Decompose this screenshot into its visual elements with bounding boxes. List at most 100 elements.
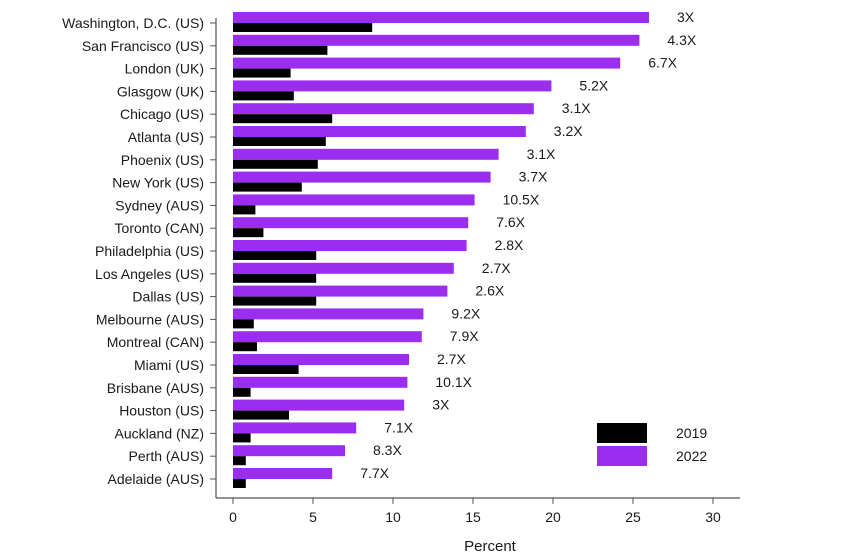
bar-2022 [233, 331, 422, 343]
bar-2019 [233, 479, 246, 488]
category-label: Glasgow (UK) [117, 83, 204, 99]
ratio-label: 2.7X [437, 351, 466, 367]
category-label: San Francisco (US) [82, 38, 204, 54]
x-axis-title: Percent [464, 538, 517, 555]
x-tick-label: 10 [385, 509, 401, 525]
bar-2019 [233, 23, 373, 32]
ratio-label: 3.1X [527, 146, 556, 162]
ratio-label: 7.9X [450, 328, 479, 344]
bar-2022 [233, 445, 345, 457]
ratio-label: 6.7X [648, 55, 677, 71]
ratio-label: 7.6X [496, 214, 525, 230]
bar-2022 [233, 285, 448, 297]
bar-2019 [233, 433, 251, 443]
category-label: Dallas (US) [132, 289, 204, 305]
x-tick-label: 25 [625, 509, 641, 525]
category-label: Brisbane (AUS) [107, 380, 204, 396]
bar-2019 [233, 319, 254, 329]
bars-group [233, 12, 649, 488]
category-label: Auckland (NZ) [115, 425, 204, 441]
ratio-label: 3X [432, 397, 450, 413]
bar-2019 [233, 205, 256, 215]
bar-2019 [233, 456, 246, 466]
bar-2022 [233, 12, 649, 23]
ratio-label: 3.7X [519, 169, 548, 185]
ratio-label: 9.2X [451, 305, 480, 321]
category-label: Perth (AUS) [129, 448, 204, 464]
bar-2022 [233, 468, 333, 479]
ratio-label: 4.3X [667, 32, 696, 48]
x-tick-label: 5 [309, 509, 317, 525]
category-label: Houston (US) [119, 403, 204, 419]
bar-2019 [233, 296, 317, 306]
bar-2022 [233, 57, 621, 69]
bar-2022 [233, 240, 467, 251]
legend: 2019 2022 [597, 423, 707, 466]
ratio-label: 2.8X [495, 237, 524, 253]
ratio-label: 2.6X [475, 283, 504, 299]
ratio-label: 7.1X [384, 419, 413, 435]
bar-2022 [233, 308, 424, 320]
x-tick-label: 15 [465, 509, 481, 525]
bar-2019 [233, 45, 328, 55]
bar-2022 [233, 80, 552, 92]
bar-2019 [233, 182, 302, 192]
bar-2022 [233, 34, 640, 46]
bar-2022 [233, 171, 491, 183]
bar-2019 [233, 273, 317, 283]
ratio-label: 10.5X [503, 191, 540, 207]
bar-2019 [233, 159, 318, 169]
bar-2019 [233, 342, 257, 352]
category-label: Atlanta (US) [128, 129, 204, 145]
bar-2019 [233, 114, 333, 124]
bar-2022 [233, 217, 469, 229]
ratio-label: 10.1X [435, 374, 472, 390]
bar-2019 [233, 228, 264, 238]
category-label: New York (US) [112, 175, 204, 191]
category-label: Adelaide (AUS) [108, 471, 205, 487]
x-tick-label: 30 [705, 509, 721, 525]
x-tick-label: 0 [229, 509, 237, 525]
ratio-label: 7.7X [360, 465, 389, 481]
category-label: Phoenix (US) [121, 152, 204, 168]
category-label: Philadelphia (US) [95, 243, 204, 259]
bar-2019 [233, 365, 299, 374]
bar-2019 [233, 251, 317, 260]
bar-2022 [233, 148, 499, 160]
ratio-label: 8.3X [373, 442, 402, 458]
bar-2022 [233, 262, 454, 274]
bar-2022 [233, 194, 475, 206]
bar-2019 [233, 91, 294, 101]
x-axis-ticks: 0 5 10 15 20 25 30 [229, 498, 721, 525]
legend-label-2019: 2019 [676, 425, 707, 441]
category-labels: Washington, D.C. (US) San Francisco (US) L… [62, 15, 216, 487]
axes [215, 18, 740, 499]
bar-2022 [233, 103, 534, 115]
category-label: Melbourne (AUS) [96, 311, 204, 327]
bar-2019 [233, 68, 291, 78]
category-label: London (UK) [125, 61, 204, 77]
x-tick-label: 20 [545, 509, 561, 525]
legend-swatch-2022 [597, 446, 647, 466]
legend-label-2022: 2022 [676, 448, 707, 464]
bar-2022 [233, 126, 526, 137]
bar-2022 [233, 399, 405, 411]
bar-2022 [233, 376, 408, 388]
bar-2022 [233, 354, 409, 365]
bar-2019 [233, 410, 289, 420]
bar-2022 [233, 422, 357, 434]
ratio-label: 2.7X [482, 260, 511, 276]
ratio-label: 3.2X [554, 123, 583, 139]
category-label: Los Angeles (US) [95, 266, 204, 282]
legend-swatch-2019 [597, 423, 647, 443]
category-label: Montreal (CAN) [107, 334, 204, 350]
category-label: Miami (US) [134, 357, 204, 373]
category-label: Sydney (AUS) [115, 197, 204, 213]
ratio-labels: 3X 4.3X 6.7X 5.2X 3.1X 3.2X 3.1X 3.7X 10.5X 7.6X 2… [360, 9, 697, 481]
bar-2019 [233, 387, 251, 397]
category-label: Chicago (US) [120, 106, 204, 122]
ratio-label: 5.2X [579, 77, 608, 93]
category-label: Washington, D.C. (US) [62, 15, 204, 31]
bar-2019 [233, 137, 326, 146]
